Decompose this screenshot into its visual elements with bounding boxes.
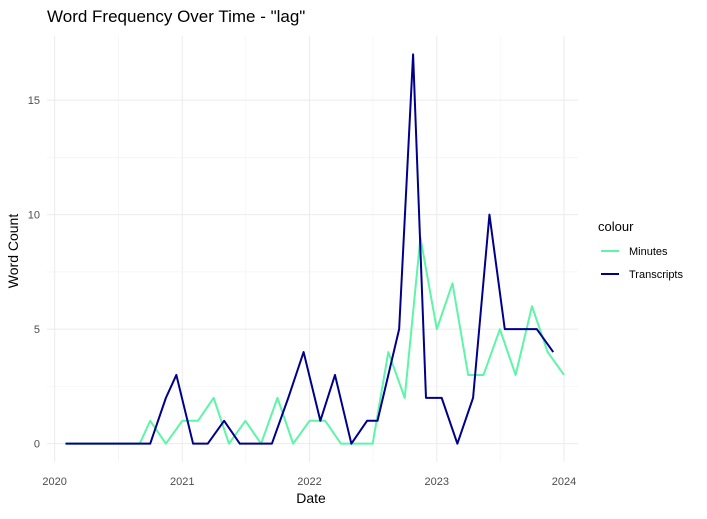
y-tick-label: 5 bbox=[34, 324, 40, 336]
legend-label-minutes: Minutes bbox=[629, 246, 668, 258]
y-axis-ticks: 0 5 10 15 bbox=[28, 95, 40, 451]
x-axis-ticks: 2020 2021 2022 2023 2024 bbox=[42, 476, 576, 488]
y-tick-label: 10 bbox=[28, 210, 40, 222]
series-line-transcripts bbox=[65, 53, 555, 445]
x-tick-label: 2022 bbox=[297, 476, 321, 488]
chart-title: Word Frequency Over Time - "lag" bbox=[47, 7, 305, 26]
legend-items: Minutes Transcripts bbox=[601, 246, 683, 281]
series-lines bbox=[65, 53, 565, 445]
legend-label-transcripts: Transcripts bbox=[629, 269, 683, 281]
x-tick-label: 2024 bbox=[552, 476, 576, 488]
x-tick-label: 2023 bbox=[425, 476, 449, 488]
x-tick-label: 2021 bbox=[170, 476, 194, 488]
legend: colour Minutes Transcripts bbox=[598, 219, 683, 281]
x-axis-title: Date bbox=[296, 490, 326, 506]
series-line-minutes bbox=[65, 236, 565, 445]
legend-title: colour bbox=[598, 219, 634, 234]
grid-lines bbox=[47, 36, 578, 462]
y-axis-title: Word Count bbox=[5, 214, 21, 289]
x-tick-label: 2020 bbox=[42, 476, 66, 488]
y-tick-label: 0 bbox=[34, 439, 40, 451]
y-tick-label: 15 bbox=[28, 95, 40, 107]
